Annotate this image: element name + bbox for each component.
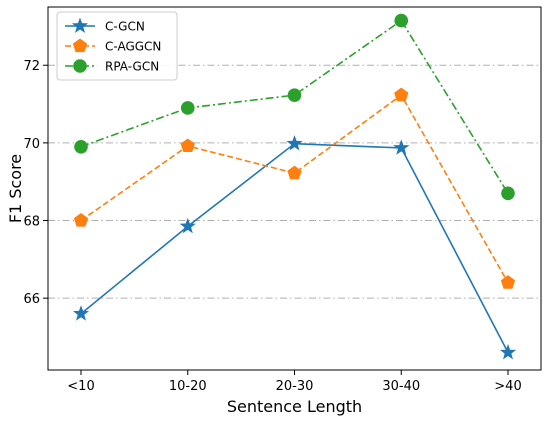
data-point bbox=[180, 138, 195, 153]
x-tick-label: 20-30 bbox=[276, 379, 314, 394]
data-point bbox=[394, 13, 409, 28]
x-tick-label: >40 bbox=[494, 379, 521, 394]
data-point bbox=[72, 305, 90, 321]
series-c-gcn bbox=[72, 135, 517, 360]
data-point bbox=[74, 139, 88, 154]
data-point bbox=[180, 101, 195, 115]
legend: C-GCN C-AGGCN RPA-GCN bbox=[56, 11, 178, 81]
data-point bbox=[499, 344, 517, 360]
y-tick-label: 70 bbox=[23, 137, 40, 152]
y-tick-label: 68 bbox=[23, 215, 40, 230]
legend-label: C-AGGCN bbox=[105, 40, 161, 54]
data-point bbox=[73, 213, 89, 227]
legend-label: RPA-GCN bbox=[105, 60, 159, 74]
legend-box bbox=[56, 11, 178, 81]
data-point bbox=[287, 165, 302, 180]
legend-marker bbox=[72, 38, 88, 53]
data-point bbox=[501, 186, 515, 201]
x-tick-label: 30-40 bbox=[382, 379, 420, 394]
legend-marker bbox=[71, 17, 89, 33]
data-point bbox=[500, 275, 516, 289]
x-tick-label: 10-20 bbox=[169, 379, 207, 394]
data-point bbox=[287, 88, 302, 102]
legend-label: C-GCN bbox=[105, 20, 145, 34]
data-point bbox=[286, 135, 303, 151]
y-axis-label: F1 Score bbox=[6, 154, 25, 223]
legend-marker bbox=[73, 59, 87, 73]
data-point bbox=[394, 87, 409, 102]
series-c-aggcn bbox=[73, 87, 516, 289]
series-rpa-gcn bbox=[74, 13, 515, 201]
x-tick-label: <10 bbox=[67, 379, 94, 394]
x-axis: <10 10-20 20-30 30-40 >40 bbox=[67, 370, 522, 394]
series-line bbox=[80, 19, 509, 194]
y-tick-label: 66 bbox=[23, 292, 40, 307]
data-point bbox=[179, 217, 196, 234]
y-axis: 66 68 70 72 bbox=[23, 59, 48, 307]
x-axis-label: Sentence Length bbox=[227, 397, 362, 416]
y-tick-label: 72 bbox=[23, 59, 40, 74]
data-point bbox=[393, 139, 410, 155]
series-layer bbox=[72, 13, 517, 360]
series-line bbox=[80, 93, 509, 284]
